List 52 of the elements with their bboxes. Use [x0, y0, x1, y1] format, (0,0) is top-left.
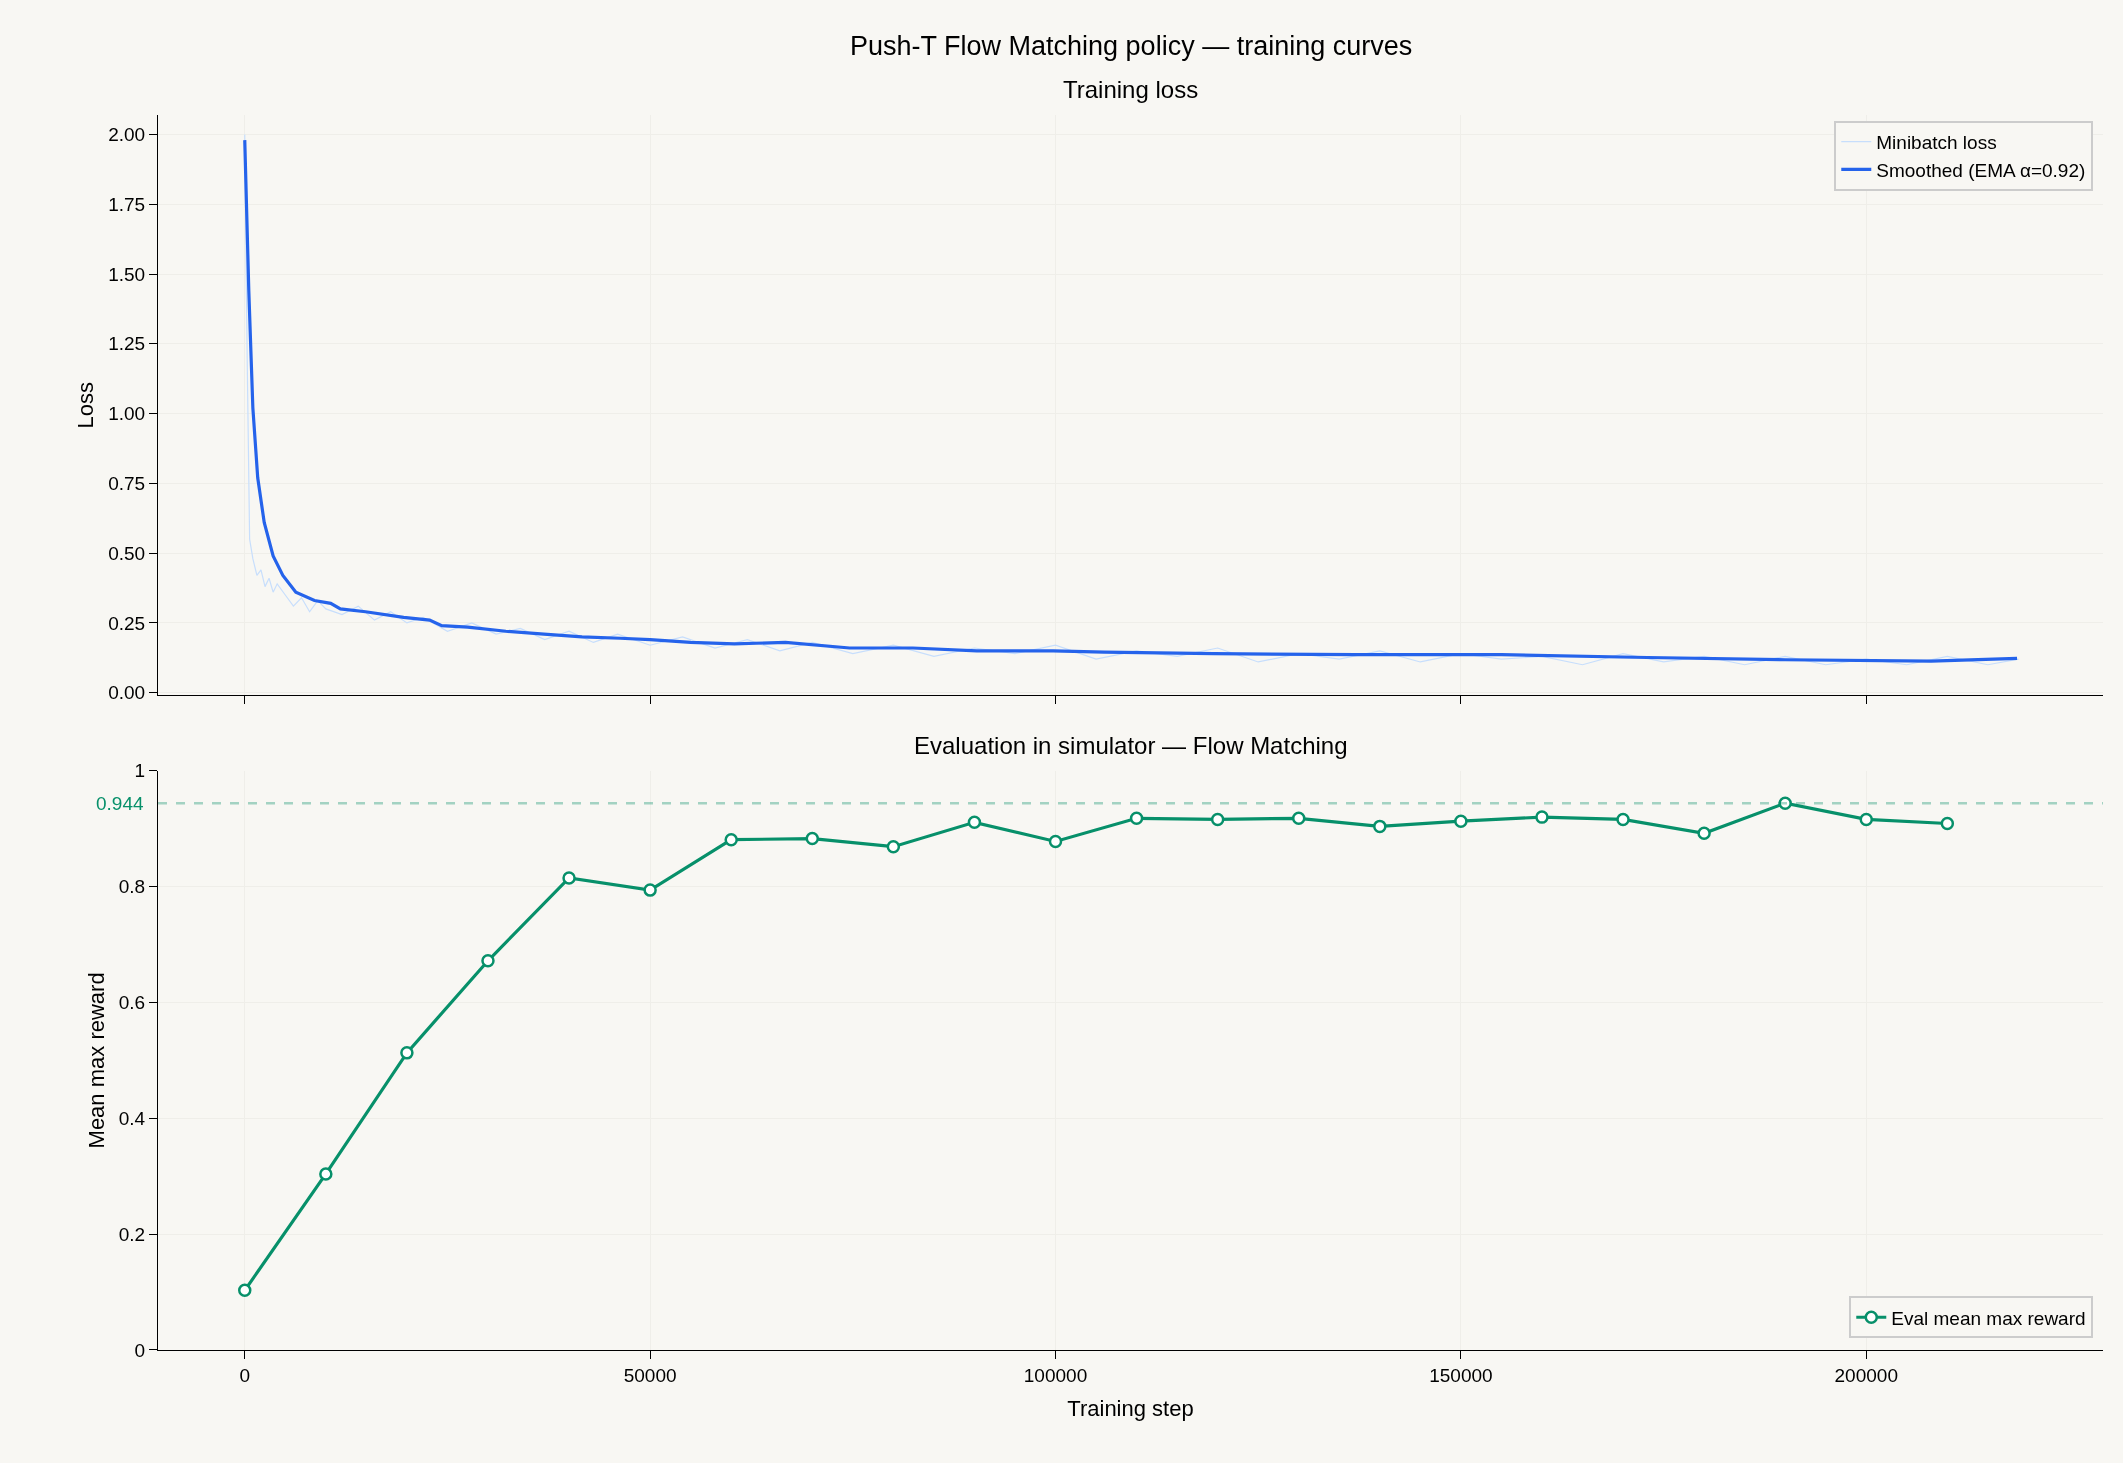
y-tick-label: 2.00 [108, 124, 146, 146]
point [238, 1283, 252, 1298]
y-axis-title: Mean max reward [83, 972, 109, 1149]
point [643, 883, 657, 897]
x-tick-label: 50000 [623, 1364, 677, 1386]
point [1697, 826, 1711, 841]
chart-title: Evaluation in simulator — Flow Matching [914, 732, 1348, 759]
y-tick-label: 1 [134, 760, 146, 782]
y-tick-label: 1.00 [108, 403, 146, 425]
y-tick-label: 1.25 [108, 333, 146, 355]
y-tick-label: 0.50 [108, 542, 146, 564]
x-tick-label: 200000 [1834, 1364, 1898, 1386]
y-tick-label: 0.25 [108, 612, 146, 634]
x-axis-title: Training step [1067, 1395, 1194, 1421]
point [805, 831, 820, 846]
point [967, 815, 982, 830]
point [1454, 814, 1468, 828]
point [1048, 834, 1063, 849]
ref-line-label: 0.944 [96, 793, 144, 814]
y-tick-label: 0.2 [118, 1223, 146, 1245]
point [1535, 810, 1549, 824]
y-tick-label: 0.6 [118, 992, 146, 1014]
point [1291, 811, 1306, 826]
x-tick-label: 0 [239, 1364, 251, 1386]
point [886, 839, 901, 854]
legend-label: Eval mean max reward [1891, 1307, 2086, 1329]
point [400, 1046, 414, 1060]
chart-subtitle: Training loss [1063, 76, 1199, 103]
legend-label: Smoothed (EMA α=0.92) [1876, 159, 2086, 181]
point [724, 832, 738, 847]
y-tick-label: 0 [134, 1339, 146, 1361]
y-axis-title: Loss [73, 381, 99, 429]
y-tick-label: 0.75 [108, 473, 146, 495]
y-tick-label: 0.8 [118, 876, 146, 898]
point [1616, 812, 1630, 827]
point [1210, 812, 1225, 827]
point [1940, 816, 1955, 831]
y-tick-label: 0.00 [108, 682, 146, 704]
x-tick-label: 150000 [1429, 1364, 1493, 1386]
point [1129, 811, 1144, 826]
legend-label: Minibatch loss [1876, 132, 1997, 154]
y-tick-label: 1.50 [108, 263, 146, 285]
point [481, 954, 495, 968]
point [1373, 819, 1387, 834]
chart-title: Push-T Flow Matching policy — training curves [850, 31, 1413, 61]
point [1778, 796, 1792, 810]
point [319, 1167, 333, 1181]
x-tick-label: 100000 [1023, 1364, 1088, 1386]
point [1859, 812, 1874, 827]
point [562, 871, 576, 885]
y-tick-label: 1.75 [108, 193, 146, 215]
y-tick-label: 0.4 [118, 1107, 146, 1129]
